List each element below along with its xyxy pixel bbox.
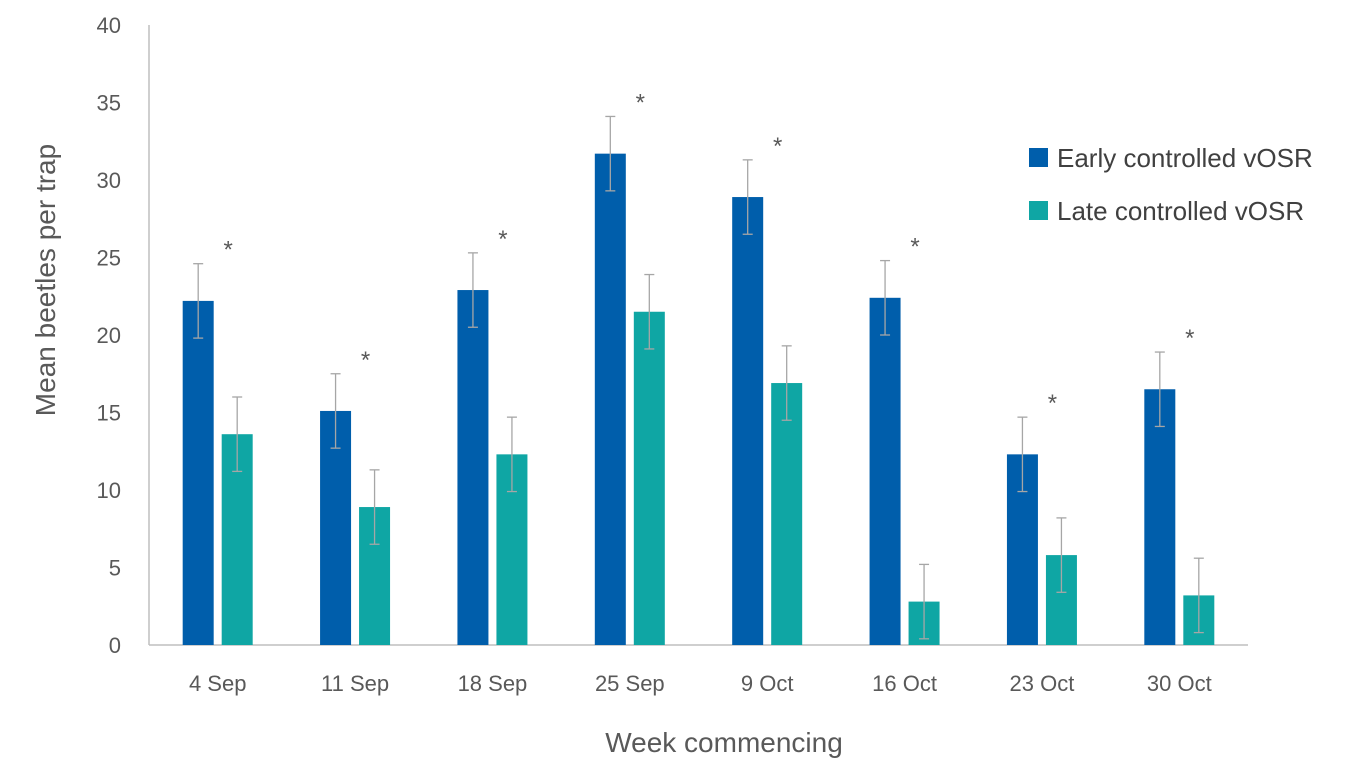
y-tick-label: 5 xyxy=(109,556,121,581)
legend: Early controlled vOSR Late controlled vOS… xyxy=(1029,143,1313,226)
error-bar xyxy=(1017,416,1028,493)
y-tick-label: 40 xyxy=(97,13,121,38)
legend-swatch xyxy=(1029,201,1048,220)
bar-early xyxy=(869,297,901,645)
x-tick-label: 23 Oct xyxy=(1010,671,1075,696)
error-bar xyxy=(742,159,753,235)
significance-star: * xyxy=(224,237,233,264)
bar-late xyxy=(771,383,803,645)
bar-early xyxy=(732,197,764,646)
significance-star: * xyxy=(773,133,782,160)
error-bar xyxy=(1154,351,1165,428)
bar-group: * xyxy=(320,347,391,645)
error-bar xyxy=(330,373,341,449)
significance-star: * xyxy=(498,226,507,253)
bar-group: * xyxy=(1006,390,1077,645)
bars-group: * * * * * * * * xyxy=(182,89,1215,646)
significance-star: * xyxy=(1048,390,1057,417)
error-bar xyxy=(781,345,792,421)
legend-item: Late controlled vOSR xyxy=(1029,196,1304,226)
error-bar xyxy=(193,263,204,339)
x-axis-tick-labels: 4 Sep 11 Sep 18 Sep 25 Sep 9 Oct 16 Oct 23 Oct… xyxy=(189,671,1212,696)
error-bar xyxy=(1056,517,1067,593)
bar-early xyxy=(594,153,626,645)
y-tick-label: 35 xyxy=(97,91,121,116)
error-bar xyxy=(605,115,616,192)
legend-swatch xyxy=(1029,148,1048,167)
x-tick-label: 30 Oct xyxy=(1147,671,1212,696)
y-axis-tick-labels: 0 5 10 15 20 25 30 35 40 xyxy=(97,13,121,658)
bar-group: * xyxy=(1144,325,1215,645)
error-bar xyxy=(1193,557,1204,634)
significance-star: * xyxy=(1185,325,1194,352)
bar-group: * xyxy=(457,226,528,645)
bar-group: * xyxy=(869,234,940,645)
error-bar xyxy=(467,252,478,328)
y-tick-label: 0 xyxy=(109,633,121,658)
y-axis-title: Mean beetles per trap xyxy=(30,144,61,416)
significance-star: * xyxy=(361,347,370,374)
bar-early xyxy=(457,290,489,645)
significance-star: * xyxy=(636,89,645,116)
bar-group: * xyxy=(732,133,803,646)
y-tick-label: 10 xyxy=(97,478,121,503)
x-tick-label: 4 Sep xyxy=(189,671,247,696)
error-bar xyxy=(880,259,891,336)
x-tick-label: 16 Oct xyxy=(872,671,937,696)
x-tick-label: 9 Oct xyxy=(741,671,794,696)
y-tick-label: 30 xyxy=(97,168,121,193)
error-bar xyxy=(506,416,517,493)
error-bar xyxy=(919,563,930,640)
legend-item: Early controlled vOSR xyxy=(1029,143,1313,173)
x-axis-title: Week commencing xyxy=(605,727,843,758)
bar-early xyxy=(320,410,352,645)
y-tick-label: 20 xyxy=(97,323,121,348)
bar-late xyxy=(633,311,665,645)
bar-group: * xyxy=(594,89,665,645)
y-tick-label: 25 xyxy=(97,246,121,271)
x-tick-label: 11 Sep xyxy=(321,671,389,696)
error-bar xyxy=(369,469,380,545)
bar-early xyxy=(1144,389,1176,645)
significance-star: * xyxy=(910,234,919,261)
error-bar xyxy=(232,396,243,473)
y-tick-label: 15 xyxy=(97,401,121,426)
legend-label: Early controlled vOSR xyxy=(1057,143,1313,173)
bar-group: * xyxy=(182,237,253,645)
x-tick-label: 18 Sep xyxy=(458,671,528,696)
legend-label: Late controlled vOSR xyxy=(1057,196,1304,226)
x-tick-label: 25 Sep xyxy=(595,671,665,696)
error-bar xyxy=(644,273,655,350)
bar-early xyxy=(182,300,214,645)
